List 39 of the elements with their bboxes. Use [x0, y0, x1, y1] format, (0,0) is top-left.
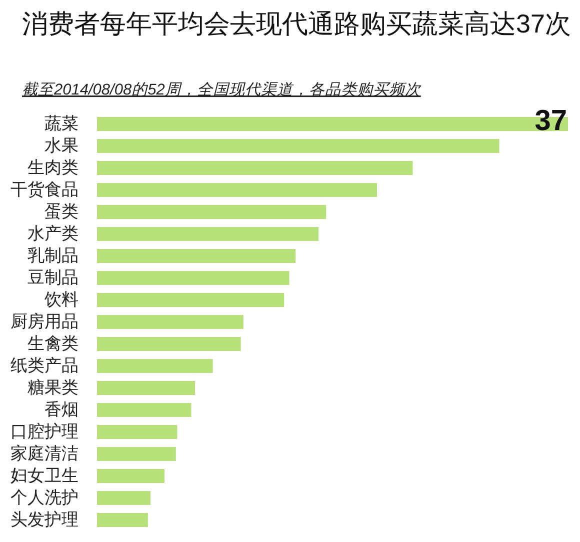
bar: [97, 160, 413, 176]
bar: [97, 512, 148, 528]
bar: [97, 402, 192, 418]
y-tick-label: 生肉类: [28, 158, 78, 177]
y-tick-label: 水产类: [28, 224, 78, 243]
y-tick-label: 糖果类: [28, 378, 78, 397]
bar: [97, 292, 284, 308]
y-tick-label: 蔬菜: [44, 114, 78, 133]
chart-title: 消费者每年平均会去现代通路购买蔬菜高达37次: [22, 8, 571, 38]
y-tick-label: 蛋类: [44, 202, 78, 221]
bar: [97, 336, 241, 352]
bar: [97, 182, 378, 198]
y-tick-label: 口腔护理: [10, 422, 78, 441]
bar: [97, 204, 326, 220]
bar: [97, 490, 150, 506]
y-tick-label: 个人洗护: [10, 488, 78, 507]
bar: [97, 270, 290, 286]
y-tick-label: 豆制品: [28, 268, 78, 287]
chart-subtitle: 截至2014/08/08的52周，全国现代渠道，各品类购买频次: [22, 82, 422, 98]
bar: [97, 380, 196, 396]
bar: [97, 424, 178, 440]
bar: [97, 358, 213, 374]
y-tick-label: 香烟: [44, 400, 78, 419]
y-tick-label: 生禽类: [28, 334, 78, 353]
y-tick-label: 头发护理: [10, 510, 78, 529]
y-tick-label: 干货食品: [10, 180, 78, 199]
y-tick-label: 乳制品: [28, 246, 78, 265]
y-tick-label: 水果: [44, 136, 78, 155]
y-tick-label: 家庭清洁: [10, 444, 78, 463]
y-tick-label: 饮料: [44, 290, 78, 309]
bar: [97, 226, 318, 242]
bar: [97, 248, 296, 264]
bar: [97, 468, 164, 484]
y-tick-label: 妇女卫生: [10, 466, 78, 485]
bar: [97, 446, 176, 462]
bar: [97, 314, 244, 330]
bar: [97, 138, 500, 154]
y-tick-label: 纸类产品: [10, 356, 78, 375]
y-tick-label: 厨房用品: [10, 312, 78, 331]
